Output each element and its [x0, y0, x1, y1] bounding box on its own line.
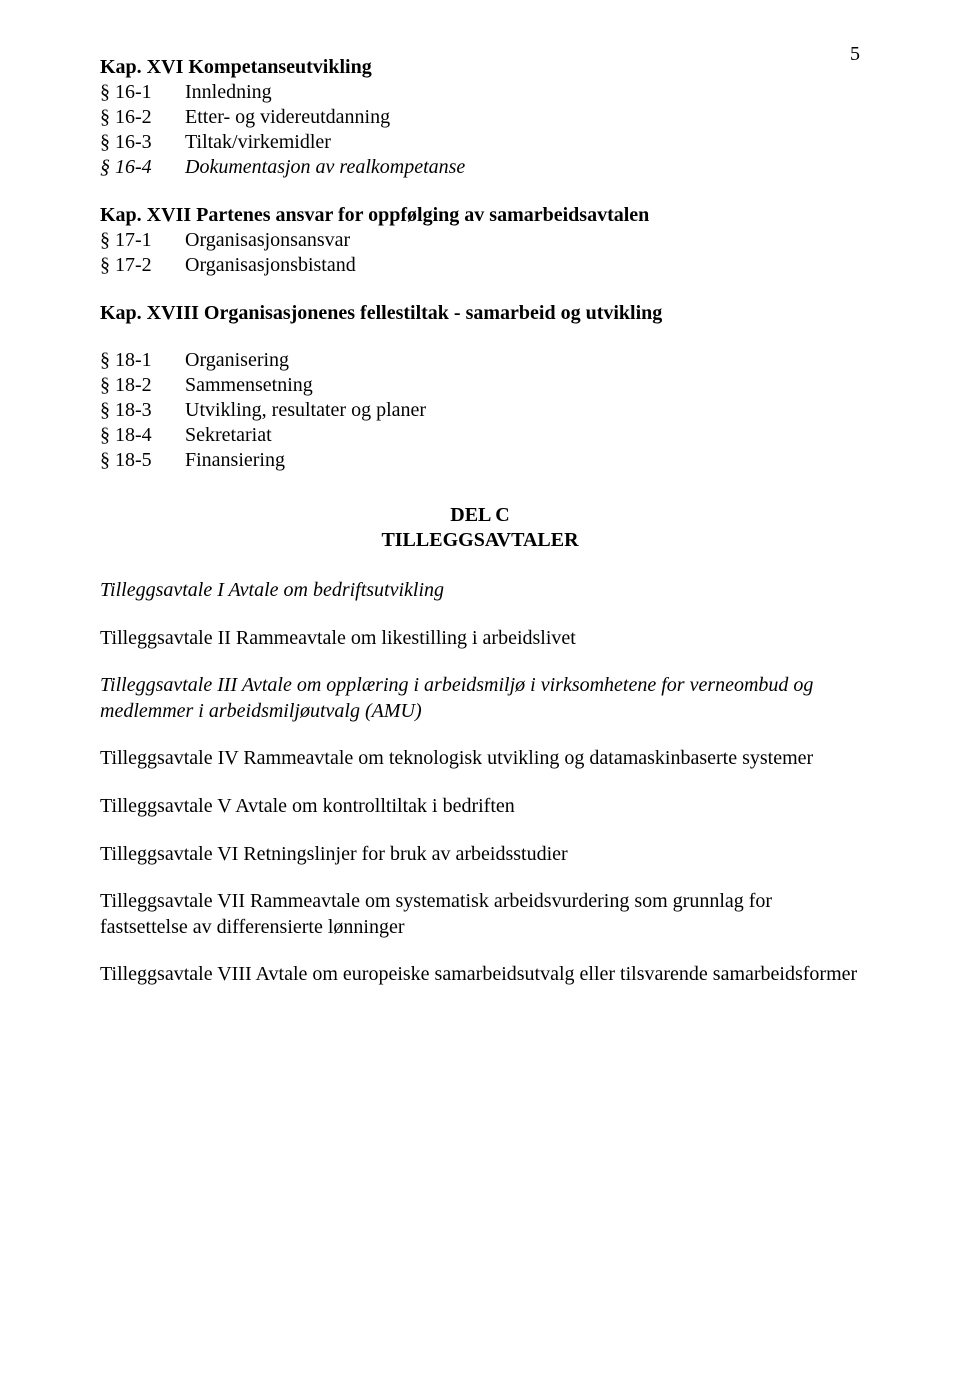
section-line: TILLEGGSAVTALER: [100, 528, 860, 553]
item-text: Tiltak/virkemidler: [185, 130, 331, 155]
document-page: 5 Kap. XVI Kompetanseutvikling § 16-1 In…: [0, 0, 960, 1396]
tillegg-item: Tilleggsavtale VI Retningslinjer for bru…: [100, 842, 860, 868]
item-prefix: § 17-1: [100, 228, 185, 253]
chapter-title: Kap. XVI Kompetanseutvikling: [100, 55, 860, 80]
tillegg-item: Tilleggsavtale IV Rammeavtale om teknolo…: [100, 746, 860, 772]
section-header: DEL C TILLEGGSAVTALER: [100, 503, 860, 553]
chapter-block: Kap. XVII Partenes ansvar for oppfølging…: [100, 203, 860, 278]
chapter-item: § 18-2 Sammensetning: [100, 373, 860, 398]
tillegg-item: Tilleggsavtale VIII Avtale om europeiske…: [100, 962, 860, 988]
chapter-item: § 16-3 Tiltak/virkemidler: [100, 130, 860, 155]
chapter-item: § 17-1 Organisasjonsansvar: [100, 228, 860, 253]
item-text: Innledning: [185, 80, 272, 105]
chapter-item: § 16-4 Dokumentasjon av realkompetanse: [100, 155, 860, 180]
item-prefix: § 16-3: [100, 130, 185, 155]
item-prefix: § 16-1: [100, 80, 185, 105]
item-text: Organisering: [185, 348, 289, 373]
item-text: Etter- og videreutdanning: [185, 105, 390, 130]
chapter-title: Kap. XVIII Organisasjonenes fellestiltak…: [100, 301, 860, 326]
item-text: Organisasjonsansvar: [185, 228, 350, 253]
page-number: 5: [850, 43, 860, 66]
tillegg-item: Tilleggsavtale II Rammeavtale om likesti…: [100, 626, 860, 652]
item-prefix: § 17-2: [100, 253, 185, 278]
item-prefix: § 18-3: [100, 398, 185, 423]
section-line: DEL C: [100, 503, 860, 528]
chapter-item: § 18-5 Finansiering: [100, 448, 860, 473]
chapter-title: Kap. XVII Partenes ansvar for oppfølging…: [100, 203, 860, 228]
item-prefix: § 16-4: [100, 155, 185, 180]
item-text: Sekretariat: [185, 423, 272, 448]
item-prefix: § 18-1: [100, 348, 185, 373]
item-text: Finansiering: [185, 448, 285, 473]
tillegg-item: Tilleggsavtale III Avtale om opplæring i…: [100, 673, 860, 724]
item-prefix: § 18-5: [100, 448, 185, 473]
item-text: Sammensetning: [185, 373, 313, 398]
item-prefix: § 18-4: [100, 423, 185, 448]
item-text: Dokumentasjon av realkompetanse: [185, 155, 465, 180]
tillegg-item: Tilleggsavtale VII Rammeavtale om system…: [100, 889, 860, 940]
tillegg-item: Tilleggsavtale V Avtale om kontrolltilta…: [100, 794, 860, 820]
item-text: Organisasjonsbistand: [185, 253, 356, 278]
chapter-block: Kap. XVI Kompetanseutvikling § 16-1 Innl…: [100, 55, 860, 180]
item-text: Utvikling, resultater og planer: [185, 398, 426, 423]
chapter-item: § 16-1 Innledning: [100, 80, 860, 105]
chapter-item: § 16-2 Etter- og videreutdanning: [100, 105, 860, 130]
spacer: [100, 326, 860, 348]
chapter-item: § 18-1 Organisering: [100, 348, 860, 373]
item-prefix: § 16-2: [100, 105, 185, 130]
item-prefix: § 18-2: [100, 373, 185, 398]
chapter-item: § 17-2 Organisasjonsbistand: [100, 253, 860, 278]
chapter-item: § 18-3 Utvikling, resultater og planer: [100, 398, 860, 423]
tillegg-item: Tilleggsavtale I Avtale om bedriftsutvik…: [100, 578, 860, 604]
chapter-item: § 18-4 Sekretariat: [100, 423, 860, 448]
chapter-block: Kap. XVIII Organisasjonenes fellestiltak…: [100, 301, 860, 473]
